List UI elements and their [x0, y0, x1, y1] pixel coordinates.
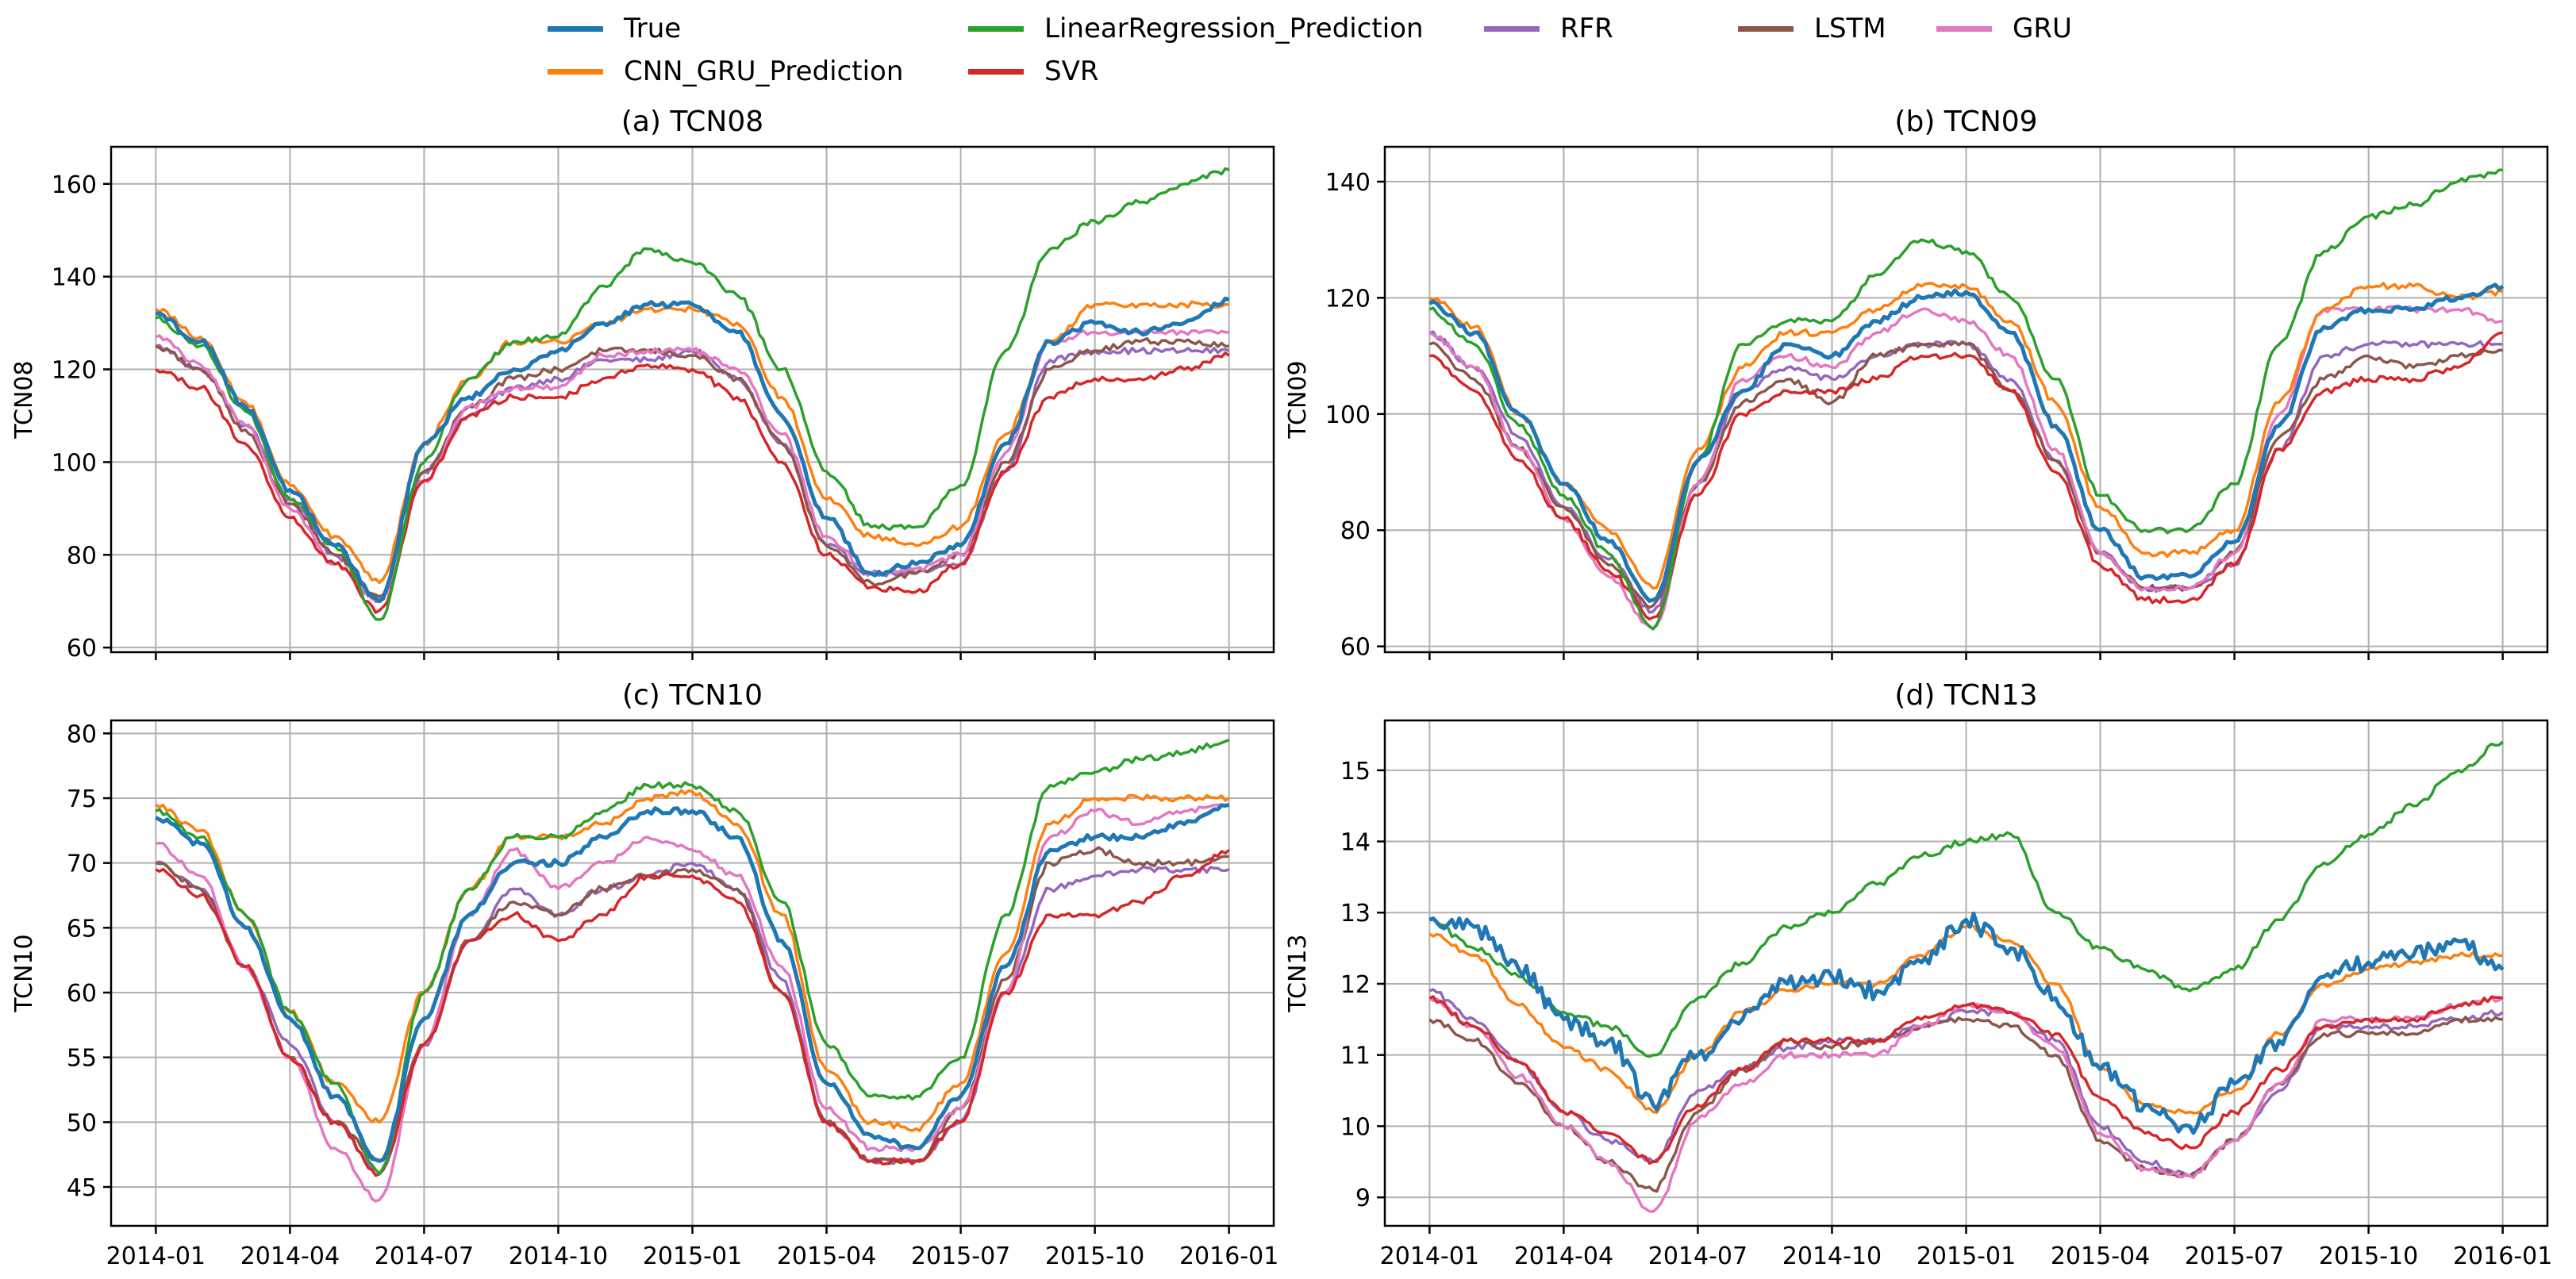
legend-label-cnn-gru: CNN_GRU_Prediction [624, 56, 904, 87]
legend-label-svr: SVR [1044, 56, 1099, 87]
legend-label-rfr: RFR [1560, 13, 1613, 44]
subplot-title: (a) TCN08 [621, 106, 763, 138]
y-tick-label: 10 [1340, 1113, 1371, 1141]
y-axis-label: TCN13 [1284, 934, 1312, 1012]
y-tick-label: 12 [1340, 971, 1371, 999]
series-line-svr [155, 848, 1230, 1177]
y-tick-label: 100 [1325, 401, 1371, 429]
x-tick-label: 2015-04 [777, 1243, 876, 1270]
y-axis-label: TCN08 [10, 360, 38, 439]
x-tick-label: 2014-01 [1380, 1243, 1479, 1270]
series-line-gru [156, 803, 1230, 1203]
legend-item-linear-regression: LinearRegression_Prediction [968, 8, 1424, 49]
subplot-tcn10: 45 50 55 60 65 70 75 80 2014-01 2014-04 2014-07 201… [10, 679, 1278, 1270]
series-line-linearregression-prediction [1428, 740, 2504, 1058]
series-line-svr [1429, 331, 2503, 621]
x-tick-label: 2014-07 [1648, 1243, 1747, 1270]
y-tick-label: 60 [67, 635, 97, 663]
y-tick-label: 15 [1340, 758, 1371, 785]
x-tick-label: 2015-01 [643, 1243, 742, 1270]
y-tick-label: 11 [1340, 1043, 1371, 1070]
legend-label-gru: GRU [2013, 13, 2072, 44]
y-tick-label: 160 [52, 171, 97, 199]
series-line-true [1428, 911, 2505, 1135]
series-line-lstm [1428, 340, 2503, 609]
legend: True LinearRegression_Prediction RFR LST… [548, 8, 2072, 95]
x-tick-label: 2015-10 [2319, 1243, 2418, 1270]
x-tick-label: 2016-01 [1179, 1243, 1278, 1270]
legend-swatch-lstm [1738, 25, 1794, 32]
x-tick-label: 2016-01 [2453, 1243, 2552, 1270]
legend-item-lstm: LSTM [1738, 8, 1886, 49]
legend-item-gru: GRU [1936, 8, 2072, 49]
y-tick-label: 80 [1340, 517, 1371, 545]
legend-label-true: True [624, 13, 682, 44]
subplot-tcn08: 60 80 100 120 140 160 (a) TCN08 TCN08 [10, 106, 1275, 663]
x-tick-label: 2015-10 [1045, 1243, 1144, 1270]
series-line-linearregression-prediction [155, 738, 1230, 1176]
legend-swatch-cnn-gru [548, 68, 603, 75]
x-tick-label: 2015-01 [1917, 1243, 2016, 1270]
series-line-lstm [155, 336, 1229, 598]
y-tick-label: 140 [52, 264, 97, 292]
y-axis-label: TCN09 [1284, 360, 1312, 439]
legend-item-rfr: RFR [1484, 8, 1613, 49]
x-tick-label: 2014-04 [240, 1243, 340, 1270]
subplot-title: (c) TCN10 [622, 679, 763, 712]
x-tick-label: 2014-10 [509, 1243, 608, 1270]
legend-label-lstm: LSTM [1814, 13, 1886, 44]
x-tick-label: 2015-07 [911, 1243, 1010, 1270]
x-tick-label: 2015-04 [2051, 1243, 2150, 1270]
y-axis-label: TCN10 [10, 934, 38, 1012]
series-line-svr [155, 351, 1230, 614]
series-line-svr [1428, 995, 2503, 1165]
x-tick-label: 2014-01 [106, 1243, 206, 1270]
series-line-cnn-gru-prediction [1428, 923, 2503, 1115]
legend-label-linear-regression: LinearRegression_Prediction [1044, 13, 1424, 44]
series-line-true [156, 296, 1230, 604]
x-tick-label: 2014-04 [1514, 1243, 1613, 1270]
y-tick-label: 70 [67, 851, 97, 878]
x-tick-label: 2014-07 [375, 1243, 474, 1270]
series-line-true [155, 802, 1230, 1163]
y-tick-label: 75 [67, 785, 97, 813]
legend-swatch-true [548, 25, 603, 32]
y-tick-label: 45 [67, 1174, 97, 1202]
legend-swatch-svr [968, 68, 1024, 75]
y-tick-label: 50 [67, 1109, 97, 1137]
legend-swatch-gru [1936, 25, 1992, 32]
y-tick-label: 120 [1325, 285, 1371, 313]
y-tick-label: 120 [52, 357, 97, 385]
subplot-tcn13: 9 10 11 12 13 14 15 2014-01 2014-04 2014-07 2014-1… [1284, 679, 2552, 1270]
y-tick-label: 14 [1340, 829, 1371, 857]
subplot-title: (b) TCN09 [1894, 106, 2037, 138]
y-tick-label: 100 [52, 449, 97, 477]
y-tick-label: 60 [67, 980, 97, 1008]
legend-item-svr: SVR [968, 51, 1098, 92]
y-tick-label: 9 [1355, 1185, 1371, 1212]
x-tick-label: 2015-07 [2185, 1243, 2284, 1270]
legend-swatch-linear-regression [968, 25, 1024, 32]
series-line-linearregression-prediction [1428, 168, 2503, 631]
legend-swatch-rfr [1484, 25, 1540, 32]
legend-item-cnn-gru: CNN_GRU_Prediction [548, 51, 903, 92]
subplot-tcn09: 60 80 100 120 140 (b) TCN09 TCN09 [1284, 106, 2549, 662]
y-tick-label: 65 [67, 915, 97, 943]
x-tick-label: 2014-10 [1782, 1243, 1882, 1270]
y-tick-label: 13 [1340, 900, 1371, 928]
series-line-cnn-gru-prediction [1428, 282, 2504, 590]
y-tick-label: 60 [1340, 634, 1371, 662]
y-tick-label: 80 [67, 720, 97, 748]
series-line-true [1428, 282, 2505, 603]
subplot-title: (d) TCN13 [1894, 679, 2037, 712]
y-tick-label: 55 [67, 1045, 97, 1073]
y-tick-label: 140 [1325, 169, 1371, 197]
legend-item-true: True [548, 8, 681, 49]
y-tick-label: 80 [67, 542, 97, 570]
